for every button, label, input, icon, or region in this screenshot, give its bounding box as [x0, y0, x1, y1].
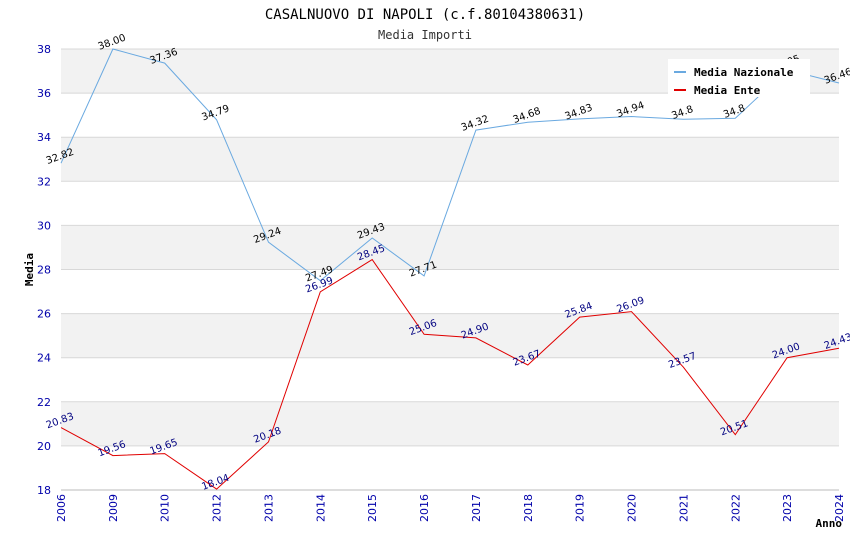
y-axis-ticks: 18 20 22 24 26 28 30 32 34 36 38 — [37, 43, 51, 497]
y-axis-title: Media — [23, 253, 36, 286]
x-axis-ticks: 2006 2009 2010 2012 2013 2014 2015 2016 2017 2018… — [55, 494, 846, 522]
y-tick-label: 18 — [37, 484, 51, 497]
y-tick-label: 36 — [37, 87, 51, 100]
x-tick-label: 2013 — [262, 494, 275, 522]
x-tick-label: 2012 — [211, 494, 224, 522]
plot-band — [61, 137, 839, 182]
legend-label: Media Nazionale — [694, 66, 794, 79]
x-tick-label: 2022 — [729, 494, 742, 522]
x-axis-title: Anno — [816, 517, 843, 530]
y-tick-label: 34 — [37, 131, 51, 144]
x-tick-label: 2024 — [833, 494, 846, 522]
y-tick-label: 26 — [37, 308, 51, 321]
y-tick-label: 20 — [37, 440, 51, 453]
x-tick-label: 2023 — [781, 494, 794, 522]
y-tick-label: 30 — [37, 219, 51, 232]
x-tick-label: 2017 — [470, 494, 483, 522]
x-tick-label: 2015 — [366, 494, 379, 522]
y-tick-label: 22 — [37, 396, 51, 409]
x-tick-label: 2016 — [418, 494, 431, 522]
y-tick-label: 24 — [37, 352, 51, 365]
chart-title: CASALNUOVO DI NAPOLI (c.f.80104380631) — [265, 7, 585, 23]
x-tick-label: 2020 — [626, 494, 639, 522]
x-tick-label: 2014 — [314, 494, 327, 522]
plot-band — [61, 225, 839, 270]
plot-background — [61, 48, 839, 491]
y-tick-label: 32 — [37, 175, 51, 188]
y-tick-label: 38 — [37, 43, 51, 56]
x-tick-label: 2019 — [574, 494, 587, 522]
x-tick-label: 2006 — [55, 494, 68, 522]
series-line-media-ente — [60, 258, 840, 490]
legend-label: Media Ente — [694, 84, 761, 97]
x-tick-label: 2009 — [107, 494, 120, 522]
x-tick-label: 2021 — [677, 494, 690, 522]
plot-band — [61, 401, 839, 446]
series-line-media-nazionale — [60, 48, 840, 282]
plot-band — [61, 93, 839, 138]
chart-subtitle: Media Importi — [378, 28, 472, 42]
x-tick-label: 2010 — [159, 494, 172, 522]
plot-band — [61, 269, 839, 314]
plot-band — [61, 445, 839, 490]
x-tick-label: 2018 — [522, 494, 535, 522]
legend: Media Nazionale Media Ente — [668, 59, 810, 97]
y-tick-label: 28 — [37, 264, 51, 277]
plot-band — [61, 357, 839, 402]
legend-box — [668, 59, 810, 97]
series-lines — [60, 48, 840, 490]
